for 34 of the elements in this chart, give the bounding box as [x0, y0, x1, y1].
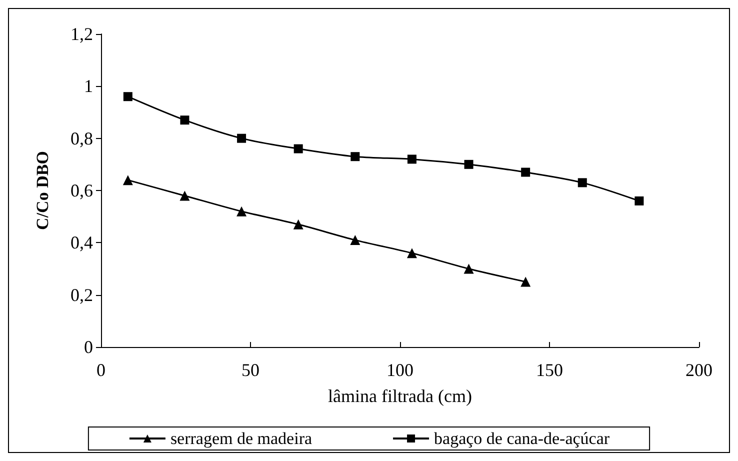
y-tick-label: 0 [84, 337, 93, 357]
point [180, 116, 190, 125]
point [350, 152, 360, 162]
point [634, 196, 644, 206]
point [521, 168, 530, 177]
legend-label: serragem de madeira [170, 429, 312, 448]
point [464, 264, 474, 274]
y-tick-label: 0,2 [70, 284, 93, 305]
point [350, 235, 360, 246]
x-axis-title: lâmina filtrada (cm) [328, 386, 472, 406]
y-tick-label: 1,2 [70, 24, 93, 44]
legend-label: bagaço de cana-de-açúcar [434, 429, 610, 448]
y-tick-label: 0,4 [70, 232, 93, 253]
y-tick-label: 1 [84, 76, 93, 96]
point [406, 248, 417, 258]
point [122, 175, 133, 186]
point [578, 178, 587, 188]
y-axis-title: C/Co DBO [33, 151, 52, 230]
point [464, 160, 474, 169]
x-tick-label: 200 [686, 360, 712, 380]
point [236, 206, 247, 216]
x-tick-label: 0 [96, 360, 106, 380]
y-tick-label: 0,8 [70, 128, 93, 148]
x-tick-label: 50 [242, 360, 260, 380]
x-tick-label: 150 [536, 360, 563, 380]
point [294, 144, 303, 154]
point [520, 276, 531, 287]
point [123, 92, 132, 102]
point [293, 219, 304, 230]
y-tick-label: 0,6 [70, 180, 93, 200]
point [180, 190, 190, 201]
x-tick-label: 100 [386, 360, 414, 380]
point [407, 154, 416, 164]
point [237, 134, 246, 143]
